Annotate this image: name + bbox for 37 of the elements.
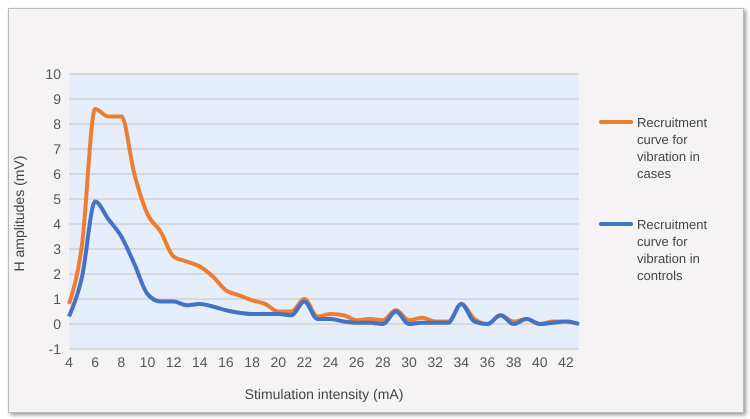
x-tick-label: 22	[296, 354, 312, 370]
x-tick-label: 8	[117, 354, 126, 370]
y-tick-label: 3	[53, 240, 62, 257]
y-tick-label: 4	[53, 216, 62, 232]
line-series	[67, 200, 581, 326]
y-axis-title: H amplitudes (mV)	[10, 156, 27, 272]
x-tick-label: 18	[244, 354, 260, 370]
x-tick-label: 4	[65, 354, 74, 370]
legend-label: Recruitment curve for vibration in cases	[637, 114, 708, 182]
x-tick-label: 12	[166, 354, 182, 370]
y-tick-label: 1	[53, 290, 62, 307]
legend-label: Recruitment curve for vibration in controls	[637, 216, 708, 284]
y-tick-label: 10	[45, 66, 62, 82]
x-tick-label: 34	[454, 354, 470, 370]
x-tick-label: 6	[91, 354, 100, 370]
x-tick-label: 32	[427, 354, 444, 370]
x-tick-label: 24	[322, 354, 339, 370]
x-tick-label: 30	[401, 354, 417, 370]
y-tick-label: 6	[53, 166, 62, 182]
x-tick-label: 20	[270, 354, 286, 370]
y-tick-label: 9	[53, 90, 62, 107]
y-tick-label: -1	[48, 340, 62, 357]
x-tick-label: 42	[558, 354, 574, 370]
x-tick-label: 40	[532, 354, 548, 370]
y-tick-label: 5	[53, 190, 62, 207]
x-tick-label: 28	[375, 354, 391, 370]
x-axis-title: Stimulation intensity (mA)	[244, 386, 404, 402]
x-tick-label: 14	[192, 354, 208, 370]
x-tick-label: 38	[506, 354, 522, 370]
y-tick-label: 7	[53, 140, 62, 157]
y-tick-label: 0	[53, 316, 62, 332]
y-tick-label: 2	[53, 266, 62, 282]
x-tick-label: 26	[348, 354, 365, 370]
y-tick-label: 8	[53, 116, 62, 132]
x-tick-label: 10	[140, 354, 156, 370]
x-tick-label: 16	[218, 354, 234, 370]
x-tick-label: 36	[480, 354, 496, 370]
